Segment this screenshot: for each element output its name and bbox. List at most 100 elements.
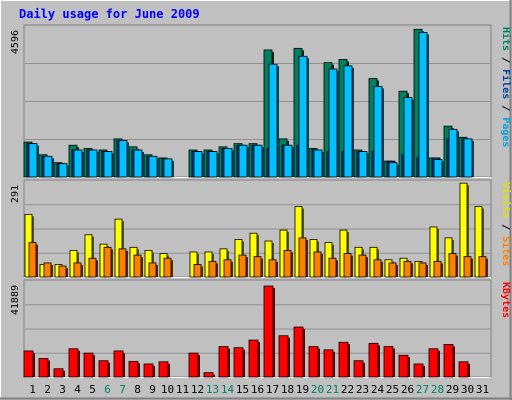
bar-pages-day-14	[223, 148, 233, 178]
bar-sites-day-21	[328, 257, 337, 278]
bar-kbytes-day-7	[113, 350, 124, 378]
bar-kbytes-day-4	[68, 348, 79, 378]
bar-pages-day-10	[163, 158, 173, 178]
bar-kbytes-day-3	[53, 368, 64, 378]
bar-sites-day-24	[373, 259, 382, 278]
bar-sites-day-10	[163, 257, 172, 278]
bar-pages-day-1	[28, 143, 38, 178]
x-tick-label-27: 27	[416, 383, 429, 396]
bar-pages-day-19	[298, 55, 308, 178]
panel-top: 4596 Hits / Files / Pages	[10, 24, 512, 178]
x-tick-label-13: 13	[206, 383, 219, 396]
panel-bot: 41889 KBytes	[10, 279, 511, 378]
series-kbytes	[23, 285, 470, 378]
x-tick-label-21: 21	[326, 383, 339, 396]
bar-visits-day-30	[459, 182, 468, 278]
bar-kbytes-day-6	[98, 360, 109, 378]
x-tick-label-24: 24	[371, 383, 385, 396]
bar-pages-day-20	[313, 149, 323, 178]
bar-kbytes-day-8	[128, 360, 139, 378]
bar-sites-day-29	[448, 253, 457, 278]
panel-mid: 291 Visits / Sites	[10, 179, 512, 278]
bar-kbytes-day-17	[263, 285, 274, 378]
bar-kbytes-day-28	[428, 348, 439, 378]
bar-sites-day-16	[253, 256, 262, 278]
bar-pages-day-30	[463, 138, 473, 178]
bar-kbytes-day-2	[38, 358, 49, 378]
x-tick-label-15: 15	[236, 383, 249, 396]
bar-kbytes-day-24	[368, 342, 379, 378]
bar-pages-day-18	[283, 144, 293, 178]
bar-sites-day-7	[118, 248, 127, 278]
bar-kbytes-day-10	[158, 361, 169, 378]
bar-pages-day-25	[388, 162, 398, 178]
bar-sites-day-4	[73, 262, 82, 278]
x-tick-label-20: 20	[311, 383, 324, 396]
x-tick-label-17: 17	[266, 383, 279, 396]
axis-label-pages: Pages	[500, 117, 511, 147]
bar-visits-day-16	[249, 232, 258, 278]
x-tick-label-25: 25	[386, 383, 399, 396]
bar-pages-day-12	[193, 151, 203, 178]
bar-pages-day-15	[238, 144, 248, 178]
axis-label-files: Files	[500, 69, 512, 99]
bar-sites-day-1	[28, 242, 37, 278]
bar-sites-day-15	[238, 254, 247, 278]
bar-pages-day-24	[373, 86, 383, 178]
bar-visits-day-28	[429, 226, 438, 278]
x-tick-label-4: 4	[74, 383, 81, 396]
bar-kbytes-day-9	[143, 363, 154, 378]
bar-sites-day-8	[133, 254, 142, 278]
bar-sites-day-23	[358, 254, 367, 278]
bar-kbytes-day-13	[203, 372, 214, 378]
x-tick-label-8: 8	[134, 383, 141, 396]
axis-label-separator: /	[500, 51, 511, 69]
x-tick-label-31: 31	[476, 383, 489, 396]
axis-label-separator: /	[500, 218, 511, 236]
chart-panels: 4596 Hits / Files / Pages 291 Visits / Site…	[10, 24, 512, 378]
axis-label-sites: Sites	[500, 236, 512, 266]
bar-pages-day-23	[358, 151, 368, 178]
bar-pages-day-16	[253, 144, 263, 178]
x-tick-label-3: 3	[59, 383, 66, 396]
bar-sites-day-17	[268, 259, 277, 278]
x-axis-tick-labels: 1 2 3 4 5 6 7 8 9 10 11 12 13 14 15 16 17 18 19 20 21 22 23 24 2…	[29, 383, 489, 396]
series-pages	[28, 32, 474, 178]
axis-label-kbytes: KBytes	[500, 282, 511, 318]
bar-pages-day-26	[403, 97, 413, 178]
x-tick-label-6: 6	[104, 383, 111, 396]
bar-sites-day-5	[88, 257, 97, 278]
bar-sites-day-31	[478, 256, 487, 278]
bar-visits-day-7	[114, 218, 123, 278]
x-tick-label-9: 9	[149, 383, 156, 396]
panel-max-label: 41889	[10, 285, 21, 315]
panel-max-label: 291	[10, 185, 21, 203]
bar-sites-day-20	[313, 251, 322, 278]
bar-visits-day-31	[474, 206, 483, 278]
bar-kbytes-day-5	[83, 352, 94, 378]
x-tick-label-2: 2	[44, 383, 51, 396]
x-tick-label-10: 10	[161, 383, 174, 396]
bar-kbytes-day-25	[383, 346, 394, 378]
x-tick-label-12: 12	[191, 383, 204, 396]
series-sites	[28, 237, 488, 278]
x-tick-label-5: 5	[89, 383, 96, 396]
bar-sites-day-30	[463, 256, 472, 278]
x-tick-label-28: 28	[431, 383, 444, 396]
bar-pages-day-13	[208, 151, 218, 178]
panel-axis-labels: Visits / Sites	[500, 182, 512, 266]
bar-kbytes-day-29	[443, 344, 454, 378]
x-tick-label-14: 14	[221, 383, 235, 396]
bar-pages-day-21	[328, 68, 338, 178]
bar-kbytes-day-16	[248, 339, 259, 378]
bar-pages-day-5	[88, 149, 98, 178]
bar-sites-day-12	[193, 264, 202, 278]
x-tick-label-1: 1	[29, 383, 36, 396]
bar-pages-day-22	[343, 65, 353, 178]
bar-kbytes-day-15	[233, 347, 244, 378]
axis-label-visits: Visits	[500, 182, 512, 218]
bar-kbytes-day-18	[278, 335, 289, 378]
x-tick-label-7: 7	[119, 383, 126, 396]
x-tick-label-11: 11	[176, 383, 189, 396]
